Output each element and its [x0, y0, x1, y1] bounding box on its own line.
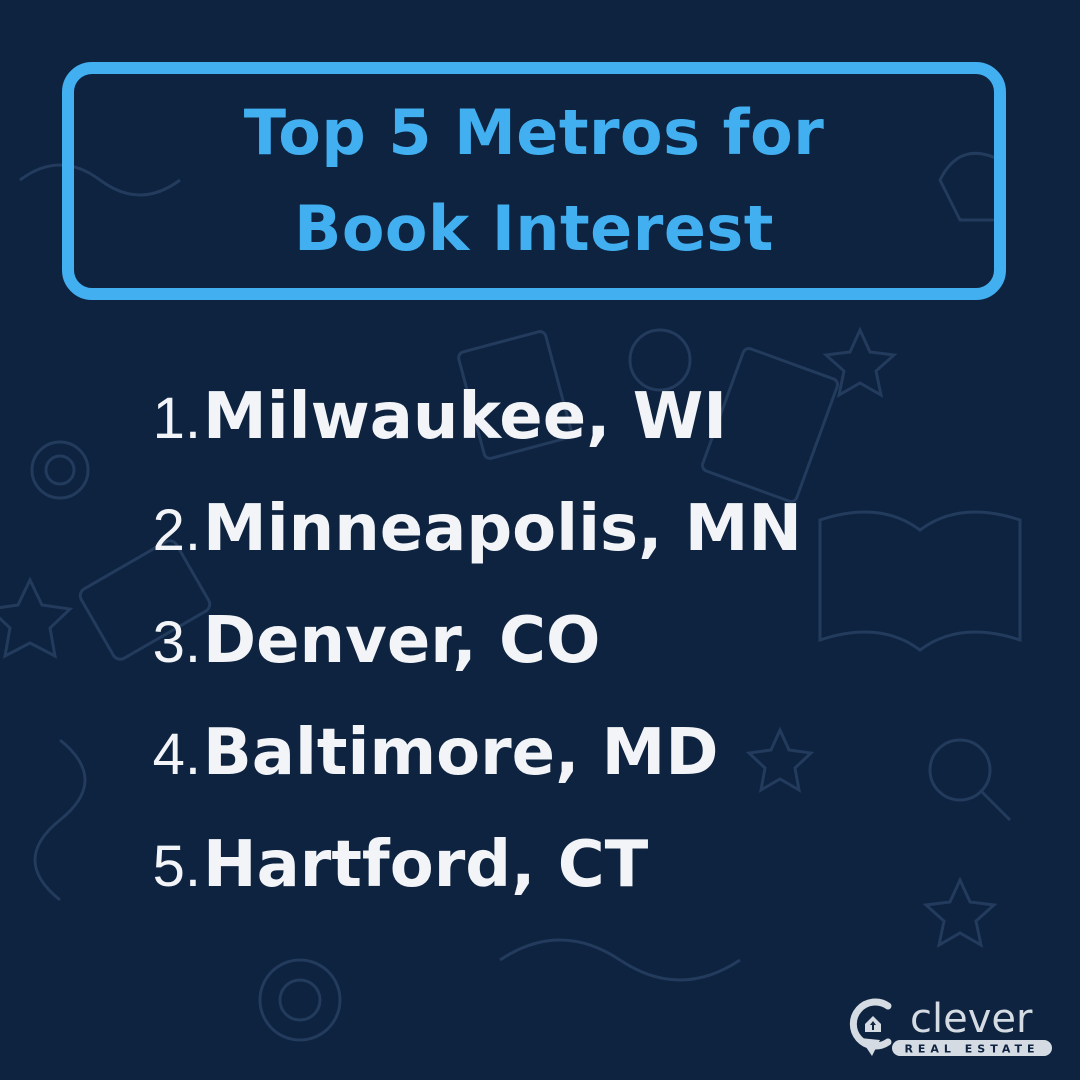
list-item: 5. Hartford, CT: [115, 828, 802, 940]
list-item: 2. Minneapolis, MN: [115, 492, 802, 604]
list-item: 1. Milwaukee, WI: [115, 380, 802, 492]
logo-tagline: REAL ESTATE: [904, 1043, 1039, 1056]
title-line-2: Book Interest: [294, 192, 774, 265]
rank: 1.: [152, 386, 201, 451]
rank: 5.: [152, 834, 201, 899]
logo-word: clever: [910, 996, 1033, 1042]
list-item: 4. Baltimore, MD: [115, 716, 802, 828]
clever-logo: clever REAL ESTATE: [849, 996, 1052, 1056]
list-item: 3. Denver, CO: [115, 604, 802, 716]
rank: 3.: [152, 610, 201, 675]
location-pin-house-icon: [849, 998, 892, 1056]
metro-name: Baltimore, MD: [203, 716, 719, 790]
metro-name: Hartford, CT: [203, 828, 649, 902]
title-box: Top 5 Metros for Book Interest: [62, 62, 1006, 300]
rank: 2.: [152, 498, 201, 563]
metro-list: 1. Milwaukee, WI 2. Minneapolis, MN 3. Denv…: [115, 380, 802, 940]
rank: 4.: [152, 722, 201, 787]
title-line-1: Top 5 Metros for: [243, 96, 825, 169]
metro-name: Denver, CO: [203, 604, 601, 678]
metro-name: Minneapolis, MN: [203, 492, 802, 566]
metro-name: Milwaukee, WI: [203, 380, 728, 454]
